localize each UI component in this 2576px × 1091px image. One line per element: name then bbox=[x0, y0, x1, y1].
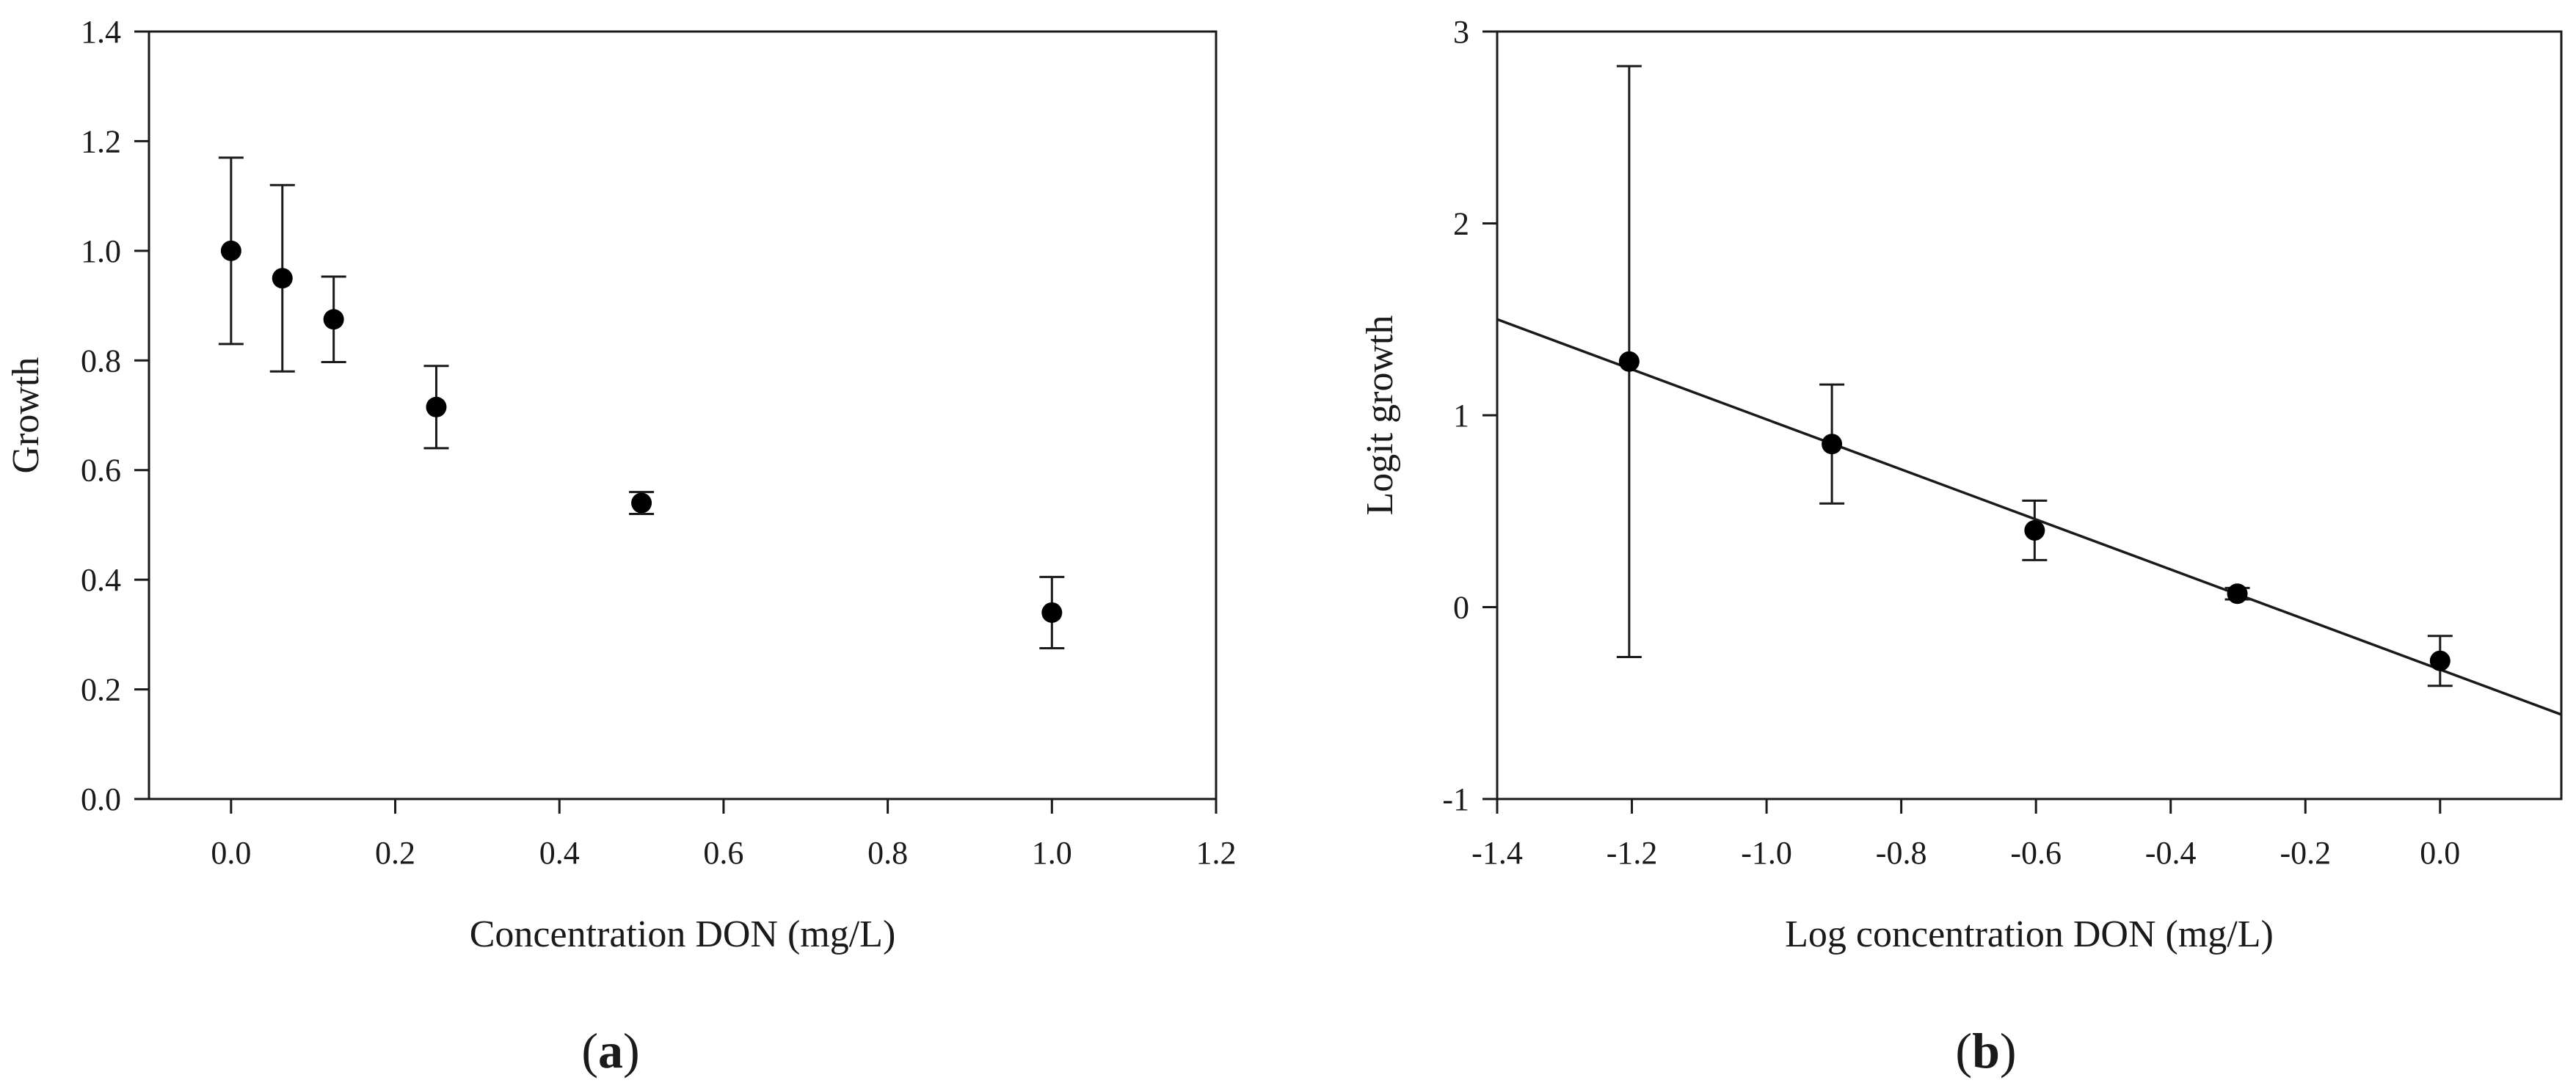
x-tick-label: -0.6 bbox=[2010, 835, 2062, 871]
panel-b: -1.4 -1.2 -1.0 -0.8 -0.6 -0.4 -0.2 0.0 -1 0 1 2 3 Log… bbox=[1359, 14, 2563, 1079]
data-point bbox=[2429, 650, 2451, 671]
panel-label-close-paren: ) bbox=[623, 1023, 640, 1079]
x-tick-label: -1.2 bbox=[1607, 835, 1658, 871]
data-point bbox=[426, 396, 447, 417]
y-tick-label: 0.2 bbox=[81, 672, 121, 708]
y-axis-title: Logit growth bbox=[1359, 315, 1401, 516]
y-axis-title: Growth bbox=[5, 357, 47, 474]
x-tick-label: -0.2 bbox=[2280, 835, 2331, 871]
regression-line bbox=[1496, 318, 2562, 716]
data-point bbox=[272, 268, 293, 289]
y-tick-label: 0.6 bbox=[81, 453, 121, 489]
x-axis-title: Log concentration DON (mg/L) bbox=[1785, 913, 2274, 955]
y-tick-label: 2 bbox=[1453, 206, 1469, 242]
x-tick-label: 1.2 bbox=[1196, 835, 1237, 871]
y-tick-label: 3 bbox=[1453, 14, 1469, 50]
panel-label-open-paren: ( bbox=[1955, 1023, 1972, 1079]
data-point bbox=[1822, 434, 1843, 455]
x-axis-title: Concentration DON (mg/L) bbox=[470, 913, 896, 955]
data-point bbox=[1618, 351, 1640, 372]
panel-a: 0.0 0.2 0.4 0.6 0.8 1.0 1.2 0.0 0.2 0.4 0.6 0.8 1.0 1… bbox=[5, 14, 1237, 1079]
x-tick-label: -1.4 bbox=[1471, 835, 1523, 871]
x-tick-label: 0.6 bbox=[703, 835, 743, 871]
x-tick-label: 0.8 bbox=[867, 835, 908, 871]
panel-label-letter: a bbox=[598, 1023, 623, 1079]
panel-label: (b) bbox=[1955, 1023, 2016, 1079]
data-point bbox=[220, 240, 241, 261]
y-tick-label: 1.2 bbox=[81, 123, 121, 159]
y-tick-label: 0.8 bbox=[81, 343, 121, 379]
x-tick-label: 1.0 bbox=[1032, 835, 1072, 871]
panel-label-open-paren: ( bbox=[581, 1023, 598, 1079]
data-point bbox=[323, 309, 344, 330]
x-tick-label: 0.0 bbox=[211, 835, 251, 871]
y-tick-label: 0.0 bbox=[81, 781, 121, 817]
panel-label: (a) bbox=[581, 1023, 639, 1079]
y-tick-label: 0 bbox=[1453, 590, 1469, 626]
data-point bbox=[631, 492, 652, 514]
y-tick-label: 0.4 bbox=[81, 562, 121, 598]
y-tick-label: 1.0 bbox=[81, 233, 121, 269]
x-tick-label: 0.4 bbox=[539, 835, 580, 871]
x-tick-label: -0.8 bbox=[1876, 835, 1927, 871]
y-tick-label: -1 bbox=[1442, 781, 1469, 817]
data-point bbox=[1041, 602, 1063, 623]
x-tick-label: 0.2 bbox=[375, 835, 415, 871]
data-point bbox=[2024, 519, 2045, 541]
panel-label-letter: b bbox=[1972, 1023, 2000, 1079]
y-tick-label: 1.4 bbox=[81, 14, 121, 50]
x-tick-label: -1.0 bbox=[1741, 835, 1792, 871]
y-tick-label: 1 bbox=[1453, 398, 1469, 434]
panel-label-close-paren: ) bbox=[2000, 1023, 2017, 1079]
plot-frame bbox=[1496, 30, 2563, 800]
plot-frame bbox=[148, 30, 1218, 800]
data-point bbox=[2227, 583, 2248, 605]
x-tick-label: 0.0 bbox=[2420, 835, 2460, 871]
x-tick-label: -0.4 bbox=[2145, 835, 2197, 871]
